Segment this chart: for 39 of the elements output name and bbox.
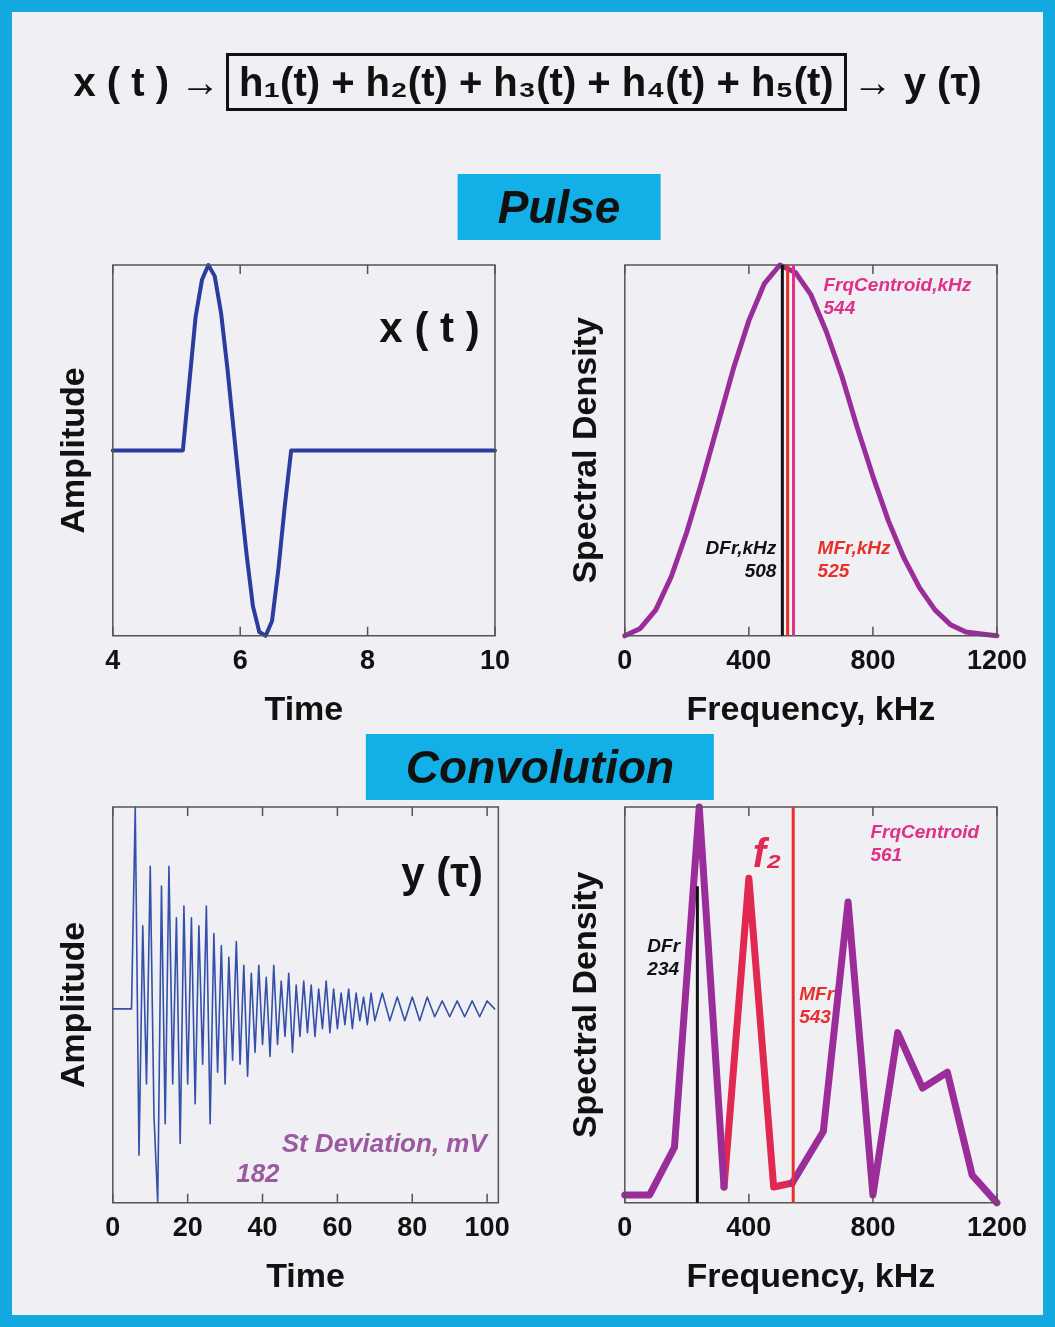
chart-title: x ( t ) → h₁(t) + h₂(t) + h₃(t) + h₄(t) + h₅(t) → y (τ): [73, 59, 982, 106]
annotation: y (τ): [401, 849, 483, 897]
annotation: FrqCentroid 561: [870, 820, 980, 865]
chart-subtitle: Pulse: [457, 174, 661, 240]
x-tick-label: 60: [322, 1212, 353, 1243]
chart-title: Convolution: [365, 734, 715, 800]
ref-line-label: MFr 543: [799, 982, 836, 1027]
series-label: f₂: [752, 831, 782, 876]
x-tick-label: 20: [172, 1212, 203, 1243]
annotation: St Deviation, mV 182: [236, 1127, 490, 1188]
ref-line-label: DFr 234: [646, 935, 682, 980]
x-tick-label: 40: [247, 1212, 278, 1243]
y-axis-title: Spectral Density: [564, 871, 603, 1139]
x-tick-label: 1200: [966, 1212, 1028, 1243]
x-tick-label: 800: [850, 645, 896, 676]
x-axis-title: Frequency, kHz: [686, 1255, 936, 1294]
x-tick-label: 0: [105, 1212, 121, 1243]
x-tick-label: 100: [464, 1212, 510, 1243]
x-tick-label: 10: [479, 645, 511, 676]
x-tick-label: 80: [397, 1212, 428, 1243]
ref-line-label: DFr,kHz 508: [705, 537, 777, 582]
y-axis-title: Amplitude: [52, 921, 91, 1089]
y-axis-title: Amplitude: [52, 367, 91, 534]
x-tick-label: 4: [105, 645, 121, 676]
x-tick-label: 800: [850, 1212, 896, 1243]
x-axis-title: Time: [266, 1255, 345, 1294]
y-axis-title: Spectral Density: [564, 317, 603, 584]
x-tick-label: 400: [726, 1212, 772, 1243]
x-tick-label: 8: [360, 645, 376, 676]
x-tick-label: 6: [232, 645, 248, 676]
x-tick-label: 0: [617, 645, 633, 676]
x-axis-title: Time: [264, 688, 344, 727]
ref-line-label: MFr,kHz 525: [817, 537, 891, 582]
x-tick-label: 400: [726, 645, 772, 676]
annotation: x ( t ): [379, 304, 480, 352]
x-tick-label: 0: [617, 1212, 633, 1243]
x-tick-label: 1200: [966, 645, 1028, 676]
ref-line-label: FrqCentroid,kHz 544: [823, 273, 972, 318]
x-axis-title: Frequency, kHz: [686, 688, 936, 727]
